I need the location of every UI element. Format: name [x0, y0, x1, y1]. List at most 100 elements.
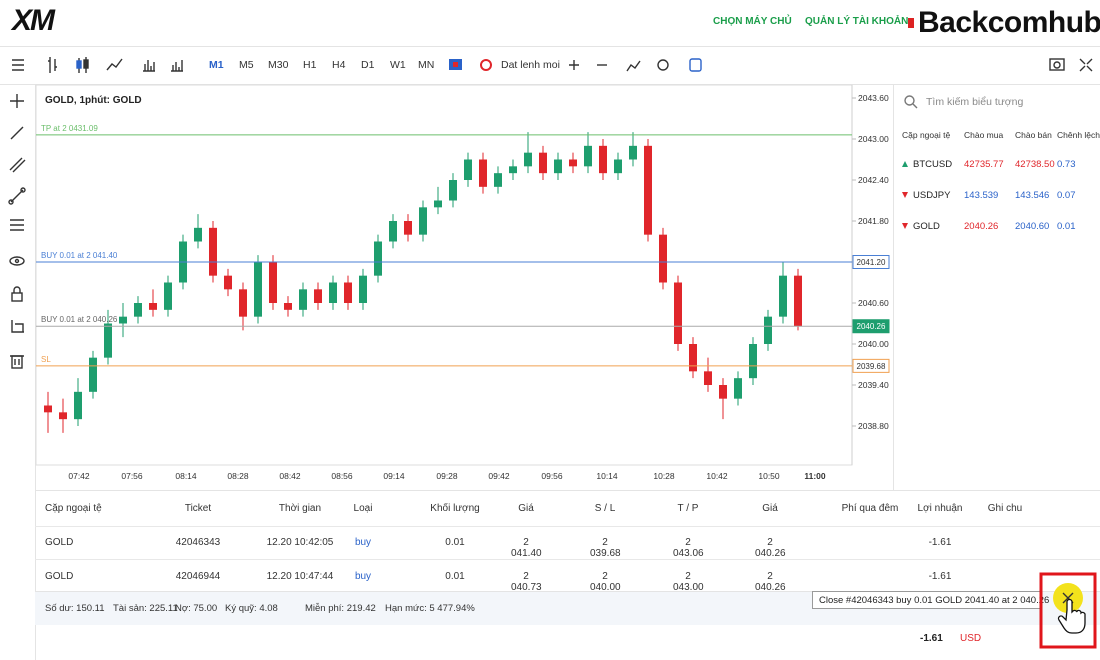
- order-icon: [480, 59, 492, 71]
- x-tick-label: 08:42: [279, 471, 301, 481]
- timeframe-button[interactable]: M5: [239, 59, 254, 71]
- candle-body: [674, 282, 682, 344]
- watchlist-row[interactable]: GOLD 2040.26 2040.60 0.01: [894, 221, 1100, 241]
- candle-body: [59, 412, 67, 420]
- position-cell: 2 043.00: [673, 571, 704, 593]
- position-cell: GOLD: [45, 537, 74, 548]
- positions-table: Cặp ngoại tệ Ticket Thời gian Loại Khối lượn…: [35, 490, 1100, 593]
- candle-body: [734, 378, 742, 399]
- zoom-in[interactable]: [569, 60, 579, 70]
- position-cell: 2 040.26: [755, 537, 786, 559]
- volume-icon[interactable]: [171, 60, 183, 72]
- candle-body: [284, 303, 292, 310]
- position-cell[interactable]: buy: [354, 571, 372, 582]
- x-tick-label: 08:56: [331, 471, 353, 481]
- candle-body: [509, 166, 517, 174]
- toolbar: Dat lenh moi M1 M5 M30 H1 H4 D1 W1 MN: [0, 47, 1100, 85]
- candle-body: [719, 385, 727, 399]
- watchlist-cell: 0.73: [1057, 159, 1076, 170]
- hand-cursor: [1057, 598, 1086, 634]
- trend-arrow: [902, 161, 908, 167]
- x-tick-label: 09:14: [383, 471, 405, 481]
- x-tick-label: 09:42: [488, 471, 510, 481]
- timeframe-button[interactable]: W1: [390, 59, 406, 71]
- new-order-button[interactable]: Dat lenh moi: [501, 59, 560, 71]
- candle-body: [464, 159, 472, 180]
- watchlist-row[interactable]: BTCUSD 42735.77 42738.50 0.73: [894, 159, 1100, 179]
- row-separator: [35, 559, 1100, 560]
- timeframe-button[interactable]: M30: [268, 59, 289, 71]
- candle-body: [254, 262, 262, 317]
- y-tick-label: 2042.40: [858, 175, 889, 185]
- candle-body: [704, 371, 712, 385]
- price-chart: GOLD, 1phút: GOLD 2043.60 2043.00 2042.40 2…: [35, 84, 890, 481]
- timeframe-button[interactable]: D1: [361, 59, 375, 71]
- watchlist-cell: 42738.50: [1015, 159, 1055, 170]
- candle-body: [629, 145, 637, 160]
- y-tick-label: 2040.00: [858, 339, 889, 349]
- candle-body: [644, 145, 652, 235]
- price-tag: [852, 255, 890, 269]
- position-cell[interactable]: buy: [354, 537, 372, 548]
- column-header: Giá: [518, 503, 534, 514]
- candle-body: [164, 282, 172, 310]
- x-tick-label: 10:42: [706, 471, 728, 481]
- column-header: Phí qua đêm: [841, 503, 899, 514]
- bar-icon[interactable]: [48, 57, 57, 73]
- y-tick-label: 2039.40: [858, 380, 889, 390]
- price-level-label: SL: [41, 355, 51, 364]
- timeframe-button[interactable]: H4: [332, 59, 346, 71]
- watchlist-row[interactable]: USDJPY 143.539 143.546 0.07: [894, 190, 1100, 210]
- top-bar: XM CHỌN MÁY CHỦ QUẢN LÝ TÀI KHOẢN Backco…: [0, 0, 1100, 47]
- search-icon: [904, 95, 918, 109]
- y-tick-label: 2041.80: [858, 216, 889, 226]
- tool-icons: [8, 94, 26, 369]
- candle-body: [299, 289, 307, 310]
- column-header: Thời gian: [278, 503, 322, 514]
- column-header: Khối lượng: [430, 503, 480, 514]
- candle-body: [374, 241, 382, 276]
- candle-body: [524, 152, 532, 167]
- chart-title: GOLD, 1phút: GOLD: [45, 95, 142, 106]
- logo[interactable]: XM: [12, 4, 55, 37]
- candle-body: [659, 234, 667, 283]
- x-tick-label: 08:14: [175, 471, 197, 481]
- x-tick-label: 10:28: [653, 471, 675, 481]
- volume-icon[interactable]: [143, 60, 155, 72]
- position-cell: 0.01: [445, 537, 465, 548]
- x-tick-label: 08:28: [227, 471, 249, 481]
- nav-link[interactable]: CHỌN MÁY CHỦ: [713, 16, 792, 27]
- search-input[interactable]: Tìm kiếm biểu tượng: [926, 96, 1024, 108]
- x-tick-label: 09:28: [436, 471, 458, 481]
- menu-icon[interactable]: [12, 59, 24, 71]
- column-header: Lợi nhuận: [917, 503, 963, 514]
- watchlist-cell: 143.539: [964, 190, 999, 201]
- account-stat: Tài sản: 225.11: [113, 603, 178, 614]
- candle-body: [689, 344, 697, 372]
- position-cell: 2 043.06: [673, 537, 704, 559]
- watchlist-cell: 2040.60: [1015, 221, 1050, 232]
- watchlist-cell: 143.546: [1015, 190, 1050, 201]
- nav-link[interactable]: QUẢN LÝ TÀI KHOẢN: [805, 16, 909, 27]
- column-header: Ticket: [184, 503, 212, 514]
- timeframe-button[interactable]: M1: [209, 59, 224, 71]
- candle-body: [539, 152, 547, 174]
- price-level-label: BUY 0.01 at 2 041.40: [41, 251, 118, 260]
- account-stat: Nợ: 75.00: [175, 603, 218, 614]
- candle-body: [764, 316, 772, 344]
- candle-body: [134, 303, 142, 317]
- candle-body: [224, 275, 232, 290]
- watchlist-cell: 0.01: [1057, 221, 1076, 232]
- timeframe-button[interactable]: H1: [303, 59, 317, 71]
- flag: [908, 18, 914, 28]
- candle-body: [449, 180, 457, 201]
- brand: Backcomhub: [918, 6, 1100, 39]
- plot-area: [35, 84, 853, 466]
- timeframe-button[interactable]: MN: [418, 59, 435, 71]
- position-cell: 42046944: [175, 571, 221, 582]
- line-icon[interactable]: [106, 58, 123, 71]
- column-header: Giá: [762, 503, 778, 514]
- column-header: S / L: [594, 503, 616, 514]
- watchlist-header: Cặp ngoại tệ: [902, 130, 951, 140]
